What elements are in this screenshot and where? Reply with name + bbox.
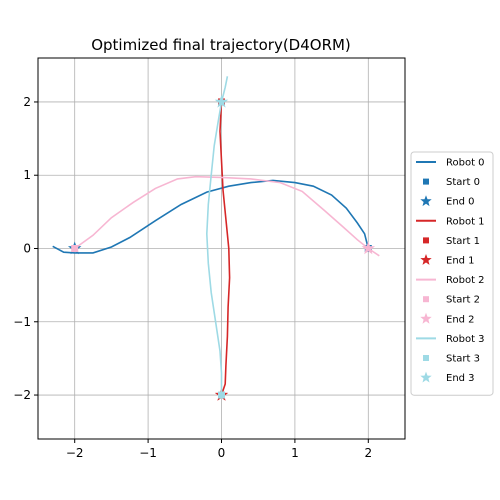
legend: Robot 0 Start 0 End 0 Robot 1 Start 1 End 1 Ro…	[410, 151, 494, 396]
robot-3-start-marker	[218, 391, 225, 399]
legend-label-robot-0-end: End 0	[446, 197, 475, 208]
legend-swatch-robot-3-start	[423, 355, 429, 361]
legend-box	[410, 151, 494, 396]
y-tick-label: −1	[13, 315, 31, 329]
robot-0-trajectory	[52, 179, 370, 254]
legend-label-robot-3-line: Robot 3	[446, 334, 485, 345]
robot-3-end-marker	[214, 95, 229, 108]
legend-swatch-robot-2-start	[423, 296, 429, 303]
legend-label-robot-0-start: Start 0	[446, 177, 480, 188]
legend-label-robot-0-line: Robot 0	[446, 158, 485, 169]
legend-label-robot-1-start: Start 1	[446, 236, 480, 247]
robot-2-trajectory	[74, 175, 380, 257]
legend-label-robot-3-end: End 3	[446, 373, 475, 384]
y-tick-label: 2	[23, 95, 31, 109]
chart-title: Optimized final trajectory(D4ORM)	[91, 36, 351, 54]
legend-label-robot-2-line: Robot 2	[446, 275, 485, 286]
robot-2-end-marker	[361, 241, 375, 255]
x-tick-label: 2	[364, 446, 372, 460]
legend-label-robot-2-start: Start 2	[446, 295, 480, 306]
legend-swatch-robot-1-start	[423, 237, 429, 244]
axis-ticks: −2 −1 0 1 2 −2 −1 0 1 2	[13, 95, 372, 460]
y-tick-label: −2	[13, 388, 31, 402]
legend-label-robot-1-line: Robot 1	[446, 216, 485, 227]
x-tick-label: −1	[139, 446, 157, 460]
legend-label-robot-1-end: End 1	[446, 256, 475, 267]
legend-swatch-robot-3-end	[420, 371, 432, 383]
legend-swatch-robot-2-end	[420, 312, 432, 324]
legend-label-robot-3-start: Start 3	[446, 354, 480, 365]
x-tick-label: −2	[66, 446, 84, 460]
legend-label-robot-2-end: End 2	[446, 314, 475, 325]
legend-swatch-robot-0-end	[420, 195, 432, 207]
legend-swatch-robot-0-start	[423, 178, 429, 185]
legend-swatch-robot-1-end	[420, 254, 432, 265]
x-tick-label: 0	[218, 446, 226, 460]
y-tick-label: 1	[23, 168, 31, 182]
y-tick-label: 0	[23, 242, 31, 256]
robot-3-trajectory	[205, 76, 229, 395]
series-layer	[52, 76, 380, 401]
x-tick-label: 1	[291, 446, 299, 460]
robot-2-start-marker	[71, 245, 79, 252]
robot-1-trajectory	[219, 101, 231, 396]
